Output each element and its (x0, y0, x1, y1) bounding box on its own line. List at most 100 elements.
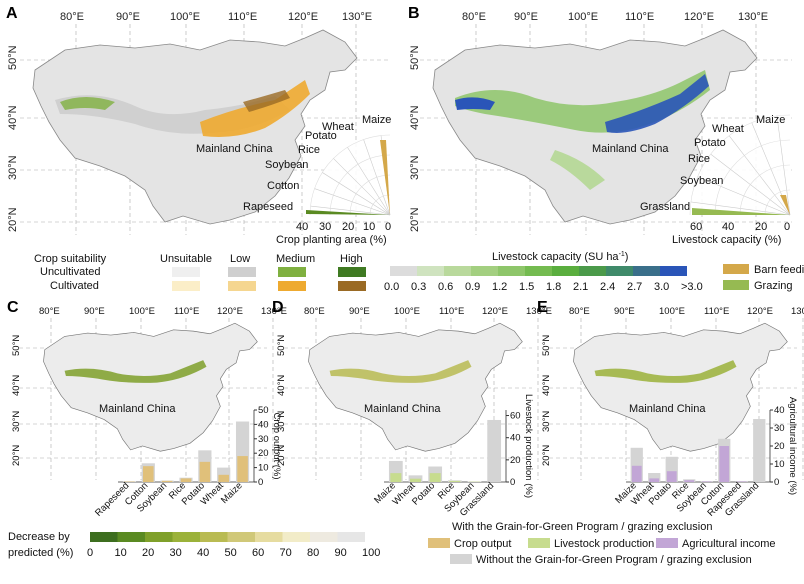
y-tick-label: 10 (774, 459, 785, 470)
radial-tick: 0 (784, 221, 790, 233)
livestock-swatch (525, 266, 552, 276)
panel-a-map (32, 29, 358, 225)
lon-tick: 120°E (217, 306, 243, 317)
lon-tick: 130°E (791, 306, 804, 317)
decrease-tick: 80 (307, 547, 319, 559)
lon-tick: 90°E (514, 11, 538, 23)
suitability-swatch (338, 267, 366, 277)
panel-a-lon-ticks: 80°E 90°E 100°E 110°E 120°E 130°E (60, 11, 372, 23)
radial-label: Maize (362, 114, 391, 126)
lat-tick: 20°N (409, 207, 421, 232)
lon-tick: 120°E (747, 306, 773, 317)
lon-tick: 90°E (349, 306, 370, 317)
livestock-tick: 3.0 (654, 281, 669, 293)
bar-with (666, 471, 677, 482)
bar-with (736, 481, 747, 482)
y-tick-label: 20 (258, 448, 269, 459)
lon-tick: 130°E (342, 11, 372, 23)
decrease-swatch (90, 532, 118, 542)
radial-wedge (692, 208, 790, 215)
decrease-swatch (337, 532, 365, 542)
bar-with (449, 480, 461, 482)
y-axis-label: Livestock production (%) (523, 394, 534, 498)
y-tick-label: 20 (774, 441, 785, 452)
legend-livestock-title: Livestock capacity (SU ha-1) (492, 251, 628, 263)
radial-label: Rapeseed (243, 201, 293, 213)
decrease-swatch (227, 532, 255, 542)
radial-label: Wheat (712, 123, 744, 135)
y-tick-label: 60 (510, 411, 521, 422)
legend-decrease: Decrease by predicted (%) 0 10 20 30 40 50 60 7… (8, 531, 380, 559)
radial-label: Potato (694, 137, 726, 149)
legend-bars: With the Grain-for-Green Program / grazi… (428, 521, 776, 566)
bar-category-label: Potato (410, 480, 437, 507)
radial-ring (739, 164, 791, 216)
bar-with (631, 465, 642, 482)
lat-tick: 50°N (7, 45, 19, 70)
legend-suitability: Crop suitability Uncultivated Cultivated… (34, 253, 366, 292)
crop-output-label: Crop output (454, 538, 511, 550)
bar-with (429, 473, 441, 482)
lat-tick: 30°N (11, 411, 22, 432)
lat-tick: 50°N (276, 335, 287, 356)
bar-with (684, 480, 695, 482)
radial-tick: 20 (755, 221, 767, 233)
lon-tick: 80°E (304, 306, 325, 317)
bar-with (237, 456, 248, 482)
y-tick-label: 50 (258, 405, 269, 416)
suitability-swatch (278, 267, 306, 277)
lat-tick: 20°N (7, 207, 19, 232)
y-axis-label: Crop output (%) (271, 412, 282, 479)
y-tick-label: 40 (258, 419, 269, 430)
radial-tick: 10 (363, 221, 375, 233)
livestock-swatch (606, 266, 633, 276)
lat-tick: 30°N (276, 411, 287, 432)
region-label: Mainland China (99, 403, 176, 415)
panel-c: C 80°E 90°E 100°E 110°E 120°E 130°E 50°N 40°N 30°… (7, 299, 287, 519)
livestock-tick: 2.1 (573, 281, 588, 293)
radial-label: Potato (305, 130, 337, 142)
livestock-swatch (660, 266, 687, 276)
lon-tick: 80°E (39, 306, 60, 317)
lat-tick: 30°N (7, 155, 19, 180)
lon-tick: 110°E (704, 306, 729, 317)
panel-map (573, 322, 788, 452)
panel-b: B 80°E 90°E 100°E 110°E 120°E 130°E 50°N… (408, 5, 792, 246)
bar-with (143, 466, 154, 482)
y-tick-label: 20 (510, 455, 521, 466)
decrease-tick: 50 (225, 547, 237, 559)
lat-tick: 40°N (276, 375, 287, 396)
panel-a-region-label: Mainland China (196, 143, 273, 155)
decrease-tick: 100 (362, 547, 380, 559)
decrease-swatch (145, 532, 173, 542)
decrease-swatch (310, 532, 338, 542)
livestock-swatch (552, 266, 579, 276)
lon-tick: 80°E (60, 11, 84, 23)
radial-tick: 40 (296, 221, 308, 233)
y-tick-label: 10 (258, 463, 269, 474)
lat-tick: 30°N (409, 155, 421, 180)
suitability-swatch (228, 267, 256, 277)
bar-with (701, 481, 712, 482)
without-program-label: Without the Grain-for-Green Program / gr… (476, 554, 752, 566)
radial-label: Rice (298, 144, 320, 156)
panel-b-radial-chart: Maize Wheat Potato Rice Soybean Grasslan… (640, 114, 791, 246)
suitability-swatch (228, 281, 256, 291)
legend-col-label: High (340, 253, 363, 265)
panel-letter: E (537, 299, 548, 316)
lon-tick: 130°E (261, 306, 287, 317)
bottom-panels: C 80°E 90°E 100°E 110°E 120°E 130°E 50°N 40°N 30°… (7, 299, 804, 519)
lon-tick: 130°E (738, 11, 768, 23)
bar-with (390, 473, 402, 482)
lon-tick: 130°E (526, 306, 552, 317)
radial-label: Maize (756, 114, 785, 126)
lon-tick: 110°E (174, 306, 199, 317)
grazing-label: Grazing (754, 280, 793, 292)
panel-d: D 80°E 90°E 100°E 110°E 120°E 130°E 50°N 40°N 30°… (272, 299, 552, 519)
radial-tick: 20 (342, 221, 354, 233)
livestock-tick: 2.4 (600, 281, 615, 293)
radial-axis-label: Livestock capacity (%) (672, 234, 781, 246)
radial-wedge (780, 195, 790, 215)
radial-ring (349, 174, 391, 216)
livestock-swatch (633, 266, 660, 276)
